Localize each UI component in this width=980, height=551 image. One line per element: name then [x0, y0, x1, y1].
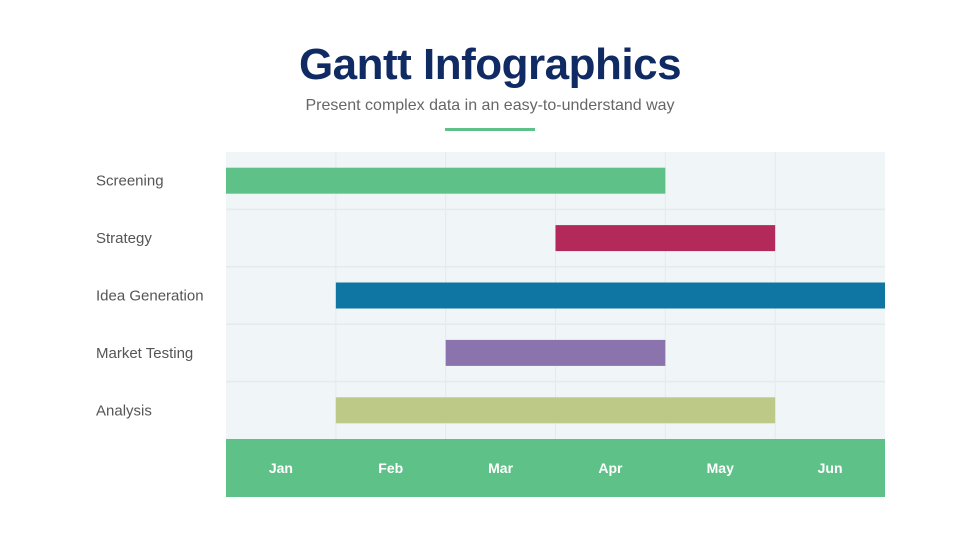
- task-bar: [335, 282, 885, 309]
- month-tick-label: Jan: [269, 460, 293, 476]
- task-bar: [555, 225, 776, 252]
- task-label: Market Testing: [96, 345, 193, 362]
- month-axis: [226, 439, 885, 497]
- task-label: Idea Generation: [96, 288, 204, 305]
- task-label: Analysis: [96, 402, 152, 419]
- month-tick-label: Apr: [598, 460, 623, 476]
- month-tick-label: May: [707, 460, 734, 476]
- task-bar: [335, 397, 776, 424]
- month-tick-label: Jun: [818, 460, 843, 476]
- task-bar: [445, 339, 666, 366]
- page-subtitle: Present complex data in an easy-to-under…: [305, 97, 675, 114]
- month-tick-label: Mar: [488, 460, 513, 476]
- page-title: Gantt Infographics: [298, 40, 682, 89]
- task-label: Strategy: [96, 230, 152, 247]
- task-bar: [226, 167, 666, 194]
- title-underline: [445, 128, 535, 131]
- month-tick-label: Feb: [378, 460, 403, 476]
- task-label: Screening: [96, 173, 164, 190]
